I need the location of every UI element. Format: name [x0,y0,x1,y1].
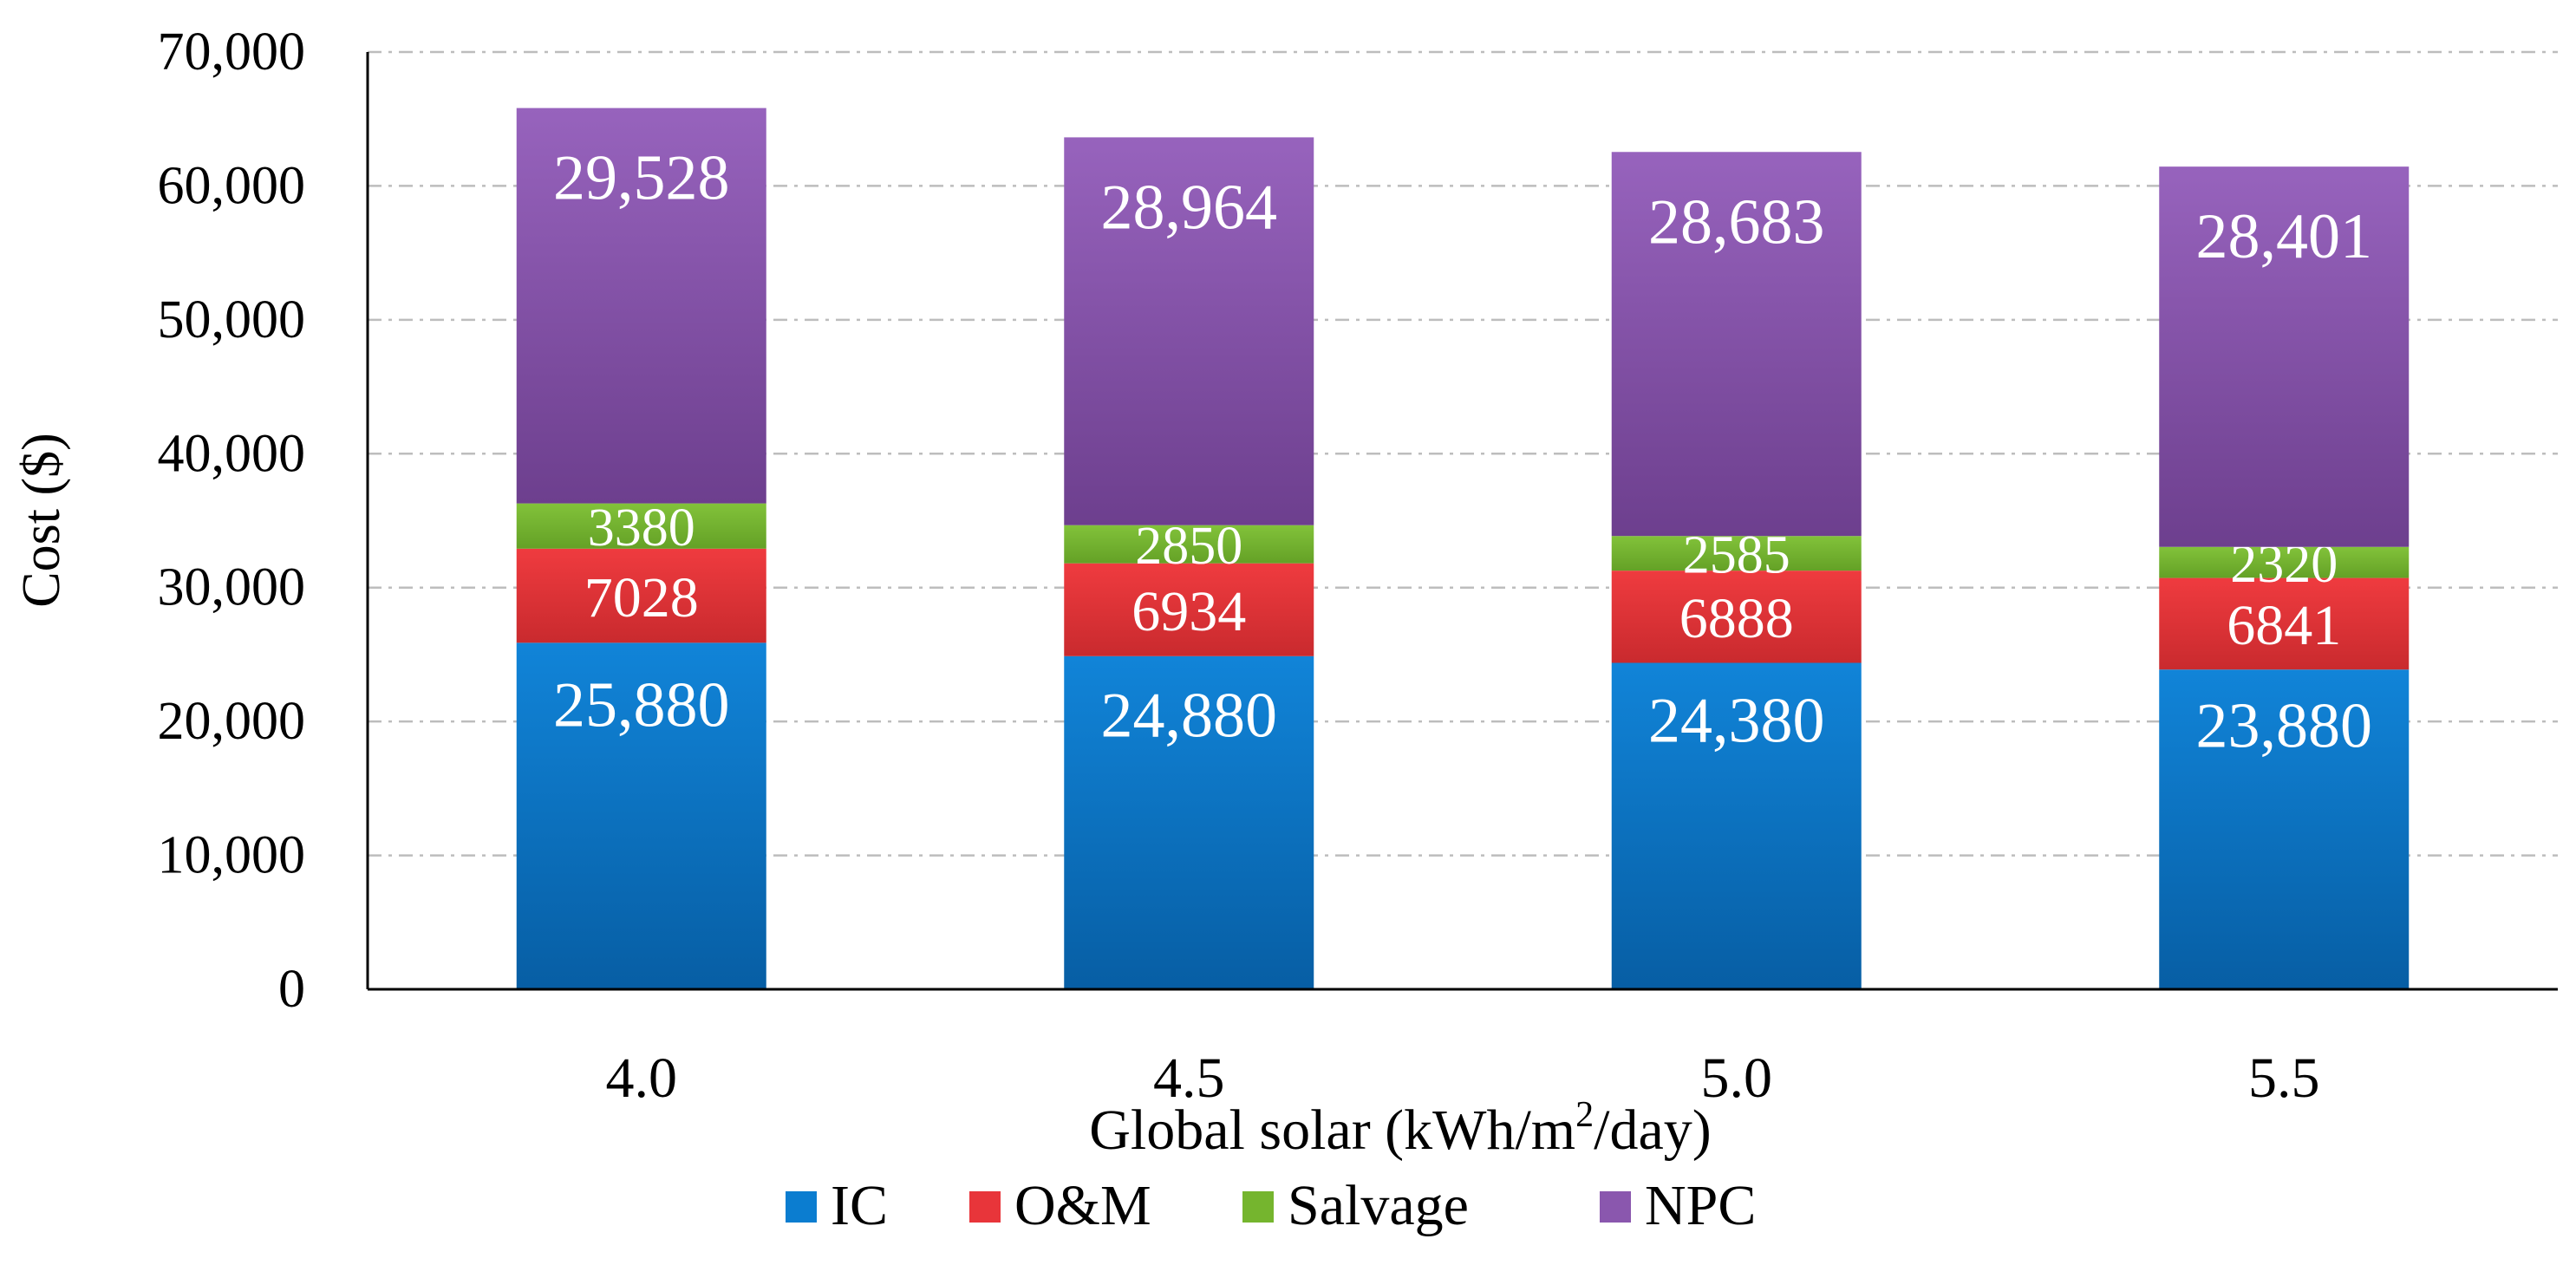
bar-segment-o-m [1611,571,1862,663]
legend-swatch [1600,1191,1631,1223]
bar-segment-ic [1611,662,1862,989]
bar-segment-o-m [516,548,766,643]
data-label: 28,683 [1648,186,1825,258]
bar-segment-npc [1064,137,1314,525]
y-tick-label: 40,000 [158,424,306,483]
bar-segment-npc [1611,152,1862,537]
data-label: 2850 [1135,517,1242,576]
bar-segment-ic [516,642,766,989]
y-tick-label: 0 [278,960,305,1019]
data-label: 6841 [2227,594,2341,657]
legend-swatch [969,1191,1001,1223]
y-tick-label: 70,000 [158,23,306,82]
data-label: 7028 [584,566,699,629]
data-label: 6934 [1131,580,1246,643]
data-label: 28,401 [2196,201,2373,272]
bar-segment-salvage [1064,525,1314,564]
data-label: 28,964 [1101,172,1278,243]
x-tick-label: 5.5 [2248,1047,2320,1110]
bar-segment-o-m [1064,563,1314,656]
y-tick-label: 20,000 [158,692,306,751]
bar-segment-o-m [2159,577,2410,670]
x-axis-title-end: /day) [1594,1099,1712,1162]
x-tick-label: 5.0 [1701,1047,1773,1110]
x-tick-label: 4.0 [606,1047,678,1110]
data-label: 25,880 [553,669,730,740]
bar-segment-salvage [2159,546,2410,578]
x-axis-ticks: 4.0 4.5 5.0 5.5 [606,1047,2320,1110]
y-tick-label: 30,000 [158,558,306,617]
legend-swatch [786,1191,817,1223]
data-label: 23,880 [2196,691,2373,762]
data-label: 6888 [1679,587,1794,650]
data-label: 24,380 [1648,686,1825,757]
y-tick-label: 50,000 [158,290,306,349]
bar-segment-ic [1064,655,1314,989]
legend-label: NPC [1645,1174,1756,1237]
legend: IC O&M Salvage NPC [786,1174,1756,1237]
x-axis-title-main: Global solar (kWh/m [1089,1099,1575,1162]
legend-label: Salvage [1288,1174,1469,1237]
x-axis-title: Global solar (kWh/m2/day) [1089,1095,1711,1162]
y-axis-ticks: 0 10,000 20,000 30,000 40,000 50,000 60,000 70,… [158,23,306,1019]
legend-label: O&M [1014,1174,1151,1237]
y-tick-label: 60,000 [158,156,306,215]
data-label: 24,880 [1101,680,1278,751]
bar-segment-salvage [516,503,766,549]
bar-segment-salvage [1611,536,1862,571]
x-axis-title-sup: 2 [1575,1095,1594,1135]
data-label: 29,528 [553,143,730,214]
bar-segment-npc [516,108,766,504]
y-axis-title: Cost ($) [12,433,71,608]
x-tick-label: 4.5 [1153,1047,1225,1110]
bar-segment-npc [2159,166,2410,547]
bar-segment-ic [2159,669,2410,989]
legend-swatch [1242,1191,1274,1223]
axes [366,52,2558,991]
data-label: 3380 [588,499,695,558]
y-tick-label: 10,000 [158,826,306,885]
legend-label: IC [831,1174,888,1237]
